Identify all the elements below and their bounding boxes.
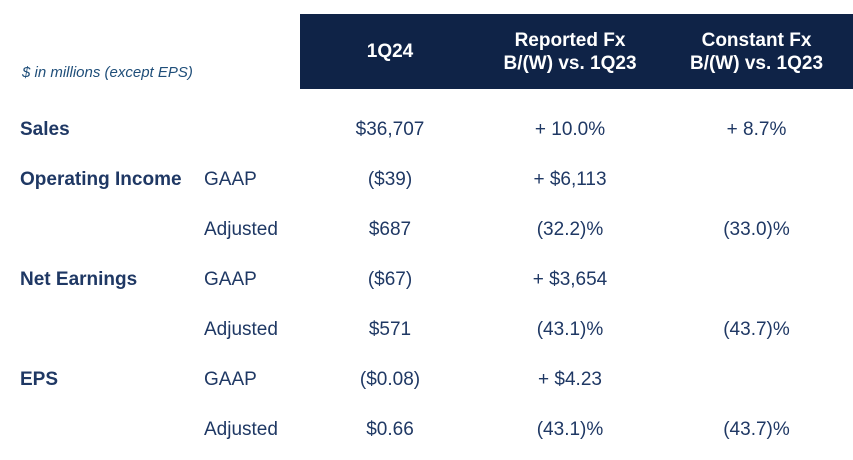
column-header-line2: B/(W) vs. 1Q23: [689, 52, 824, 74]
table-row-operating-income-gaap: Operating Income GAAP ($39) + $6,113: [0, 155, 853, 205]
value-reported-fx: (43.1)%: [536, 419, 604, 440]
row-sublabel: Adjusted: [204, 219, 278, 240]
column-header-line1: 1Q24: [366, 41, 414, 62]
row-sublabel: Adjusted: [204, 419, 278, 440]
row-label: Operating Income: [20, 169, 182, 190]
table-row-sales: Sales $36,707 + 10.0% + 8.7%: [0, 105, 853, 155]
value-reported-fx: + 10.0%: [534, 119, 606, 140]
column-header-1q24: 1Q24: [300, 40, 480, 63]
table-row-eps-adjusted: Adjusted $0.66 (43.1)% (43.7)%: [0, 405, 853, 455]
value-constant-fx: (33.0)%: [723, 219, 790, 240]
row-sublabel: GAAP: [204, 169, 257, 190]
row-sublabel: Adjusted: [204, 319, 278, 340]
table-header: 1Q24 Reported Fx B/(W) vs. 1Q23 Constant…: [300, 14, 853, 89]
value-reported-fx: + $6,113: [533, 169, 607, 190]
value-1q24: $687: [368, 219, 412, 240]
units-note: $ in millions (except EPS): [22, 64, 193, 81]
table-body: Sales $36,707 + 10.0% + 8.7% Operating I…: [0, 105, 853, 455]
column-header-line1: Constant Fx: [701, 29, 812, 51]
column-header-reported-fx: Reported Fx B/(W) vs. 1Q23: [480, 29, 660, 75]
table-row-net-earnings-adjusted: Adjusted $571 (43.1)% (43.7)%: [0, 305, 853, 355]
value-constant-fx: (43.7)%: [723, 419, 790, 440]
value-reported-fx: + $3,654: [532, 269, 608, 290]
row-sublabel: GAAP: [204, 269, 257, 290]
value-reported-fx: (32.2)%: [536, 219, 604, 240]
table-row-net-earnings-gaap: Net Earnings GAAP ($67) + $3,654: [0, 255, 853, 305]
column-header-constant-fx: Constant Fx B/(W) vs. 1Q23: [660, 29, 853, 75]
column-header-line1: Reported Fx: [514, 29, 626, 51]
value-1q24: ($67): [367, 269, 413, 290]
value-reported-fx: (43.1)%: [536, 319, 604, 340]
row-sublabel: GAAP: [204, 369, 257, 390]
value-1q24: $36,707: [355, 119, 425, 140]
value-1q24: ($0.08): [359, 369, 421, 390]
value-constant-fx: (43.7)%: [723, 319, 790, 340]
column-header-line2: B/(W) vs. 1Q23: [503, 52, 637, 74]
row-label: EPS: [20, 369, 59, 390]
table-row-eps-gaap: EPS GAAP ($0.08) + $4.23: [0, 355, 853, 405]
value-reported-fx: + $4.23: [538, 369, 602, 390]
value-1q24: ($39): [367, 169, 413, 190]
value-constant-fx: + 8.7%: [726, 119, 787, 140]
row-label: Sales: [20, 119, 70, 140]
table-row-operating-income-adjusted: Adjusted $687 (32.2)% (33.0)%: [0, 205, 853, 255]
row-label: Net Earnings: [20, 269, 138, 290]
value-1q24: $571: [368, 319, 412, 340]
value-1q24: $0.66: [366, 419, 414, 440]
